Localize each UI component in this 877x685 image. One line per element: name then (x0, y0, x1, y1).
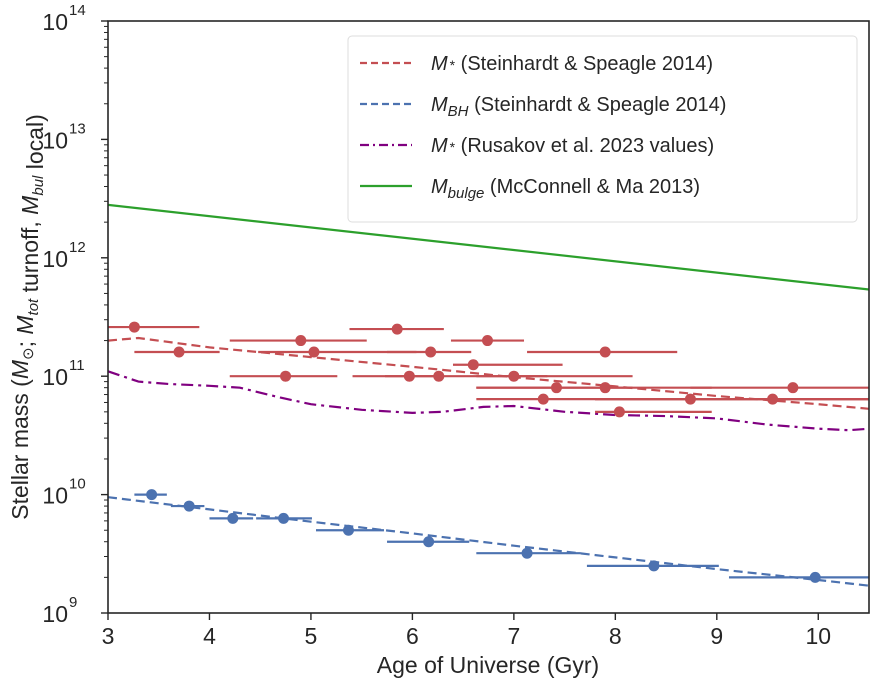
y-tick-label: 10 (42, 483, 68, 509)
y-tick-exponent: 13 (69, 120, 86, 137)
series-line-1 (108, 496, 869, 587)
y-tick-label: 10 (42, 364, 68, 390)
series-line-3 (108, 203, 869, 291)
data-point-1-5 (423, 536, 435, 548)
y-tick-label: 10 (42, 246, 68, 272)
y-tick-exponent: 9 (69, 594, 77, 611)
data-point-0-8 (433, 370, 445, 382)
data-point-0-19 (767, 393, 779, 405)
data-point-1-6 (521, 547, 533, 559)
data-point-0-12 (599, 346, 611, 358)
data-point-0-4 (280, 370, 292, 382)
legend-label-0: M * (Steinhardt & Speagle 2014) (431, 53, 713, 75)
data-point-1-2 (227, 512, 239, 524)
y-tick-label: 10 (42, 601, 68, 627)
legend-label-2: M * (Rusakov et al. 2023 values) (431, 135, 714, 157)
data-point-0-6 (425, 346, 437, 358)
x-tick-label: 7 (507, 623, 520, 649)
data-point-0-10 (481, 335, 493, 347)
data-point-0-9 (467, 359, 479, 371)
data-point-1-7 (648, 560, 660, 572)
y-tick-exponent: 10 (69, 476, 86, 493)
y-tick-exponent: 11 (69, 357, 85, 374)
x-tick-label: 6 (406, 623, 419, 649)
x-tick-label: 10 (805, 623, 831, 649)
y-tick-exponent: 14 (69, 2, 86, 19)
y-tick-label: 10 (42, 9, 68, 35)
plot-frame (107, 20, 870, 614)
data-layer (108, 203, 869, 587)
series-line-2 (108, 370, 869, 432)
legend-label-1: MBH (Steinhardt & Speagle 2014) (431, 94, 726, 120)
data-point-1-1 (183, 500, 195, 512)
x-tick-label: 4 (203, 623, 216, 649)
y-axis-title: Stellar mass (M⊙; Mtot turnoff, Mbul loc… (7, 114, 48, 520)
data-point-0-11 (508, 370, 520, 382)
data-point-0-16 (613, 406, 625, 418)
data-point-0-1 (173, 346, 185, 358)
x-tick-label: 9 (710, 623, 723, 649)
data-point-0-5 (391, 323, 403, 335)
y-tick-label: 10 (42, 127, 68, 153)
legend-box (347, 35, 858, 223)
x-tick-label: 8 (609, 623, 622, 649)
x-axis-title: Age of Universe (Gyr) (377, 652, 599, 678)
legend-label-3: Mbulge (McConnell & Ma 2013) (431, 176, 700, 202)
data-point-1-3 (278, 512, 290, 524)
x-tick-label: 3 (102, 623, 115, 649)
data-point-1-4 (342, 524, 354, 536)
data-point-0-0 (128, 321, 140, 333)
data-point-0-2 (295, 335, 307, 347)
data-point-1-0 (146, 489, 158, 501)
data-point-0-3 (308, 346, 320, 358)
y-tick-exponent: 12 (69, 239, 86, 256)
legend: M * (Steinhardt & Speagle 2014) MBH (Stein… (347, 35, 858, 223)
x-tick-label: 5 (305, 623, 318, 649)
data-point-0-14 (537, 393, 549, 405)
data-point-1-8 (809, 571, 821, 583)
data-point-0-18 (787, 382, 799, 394)
data-point-0-15 (599, 382, 611, 394)
